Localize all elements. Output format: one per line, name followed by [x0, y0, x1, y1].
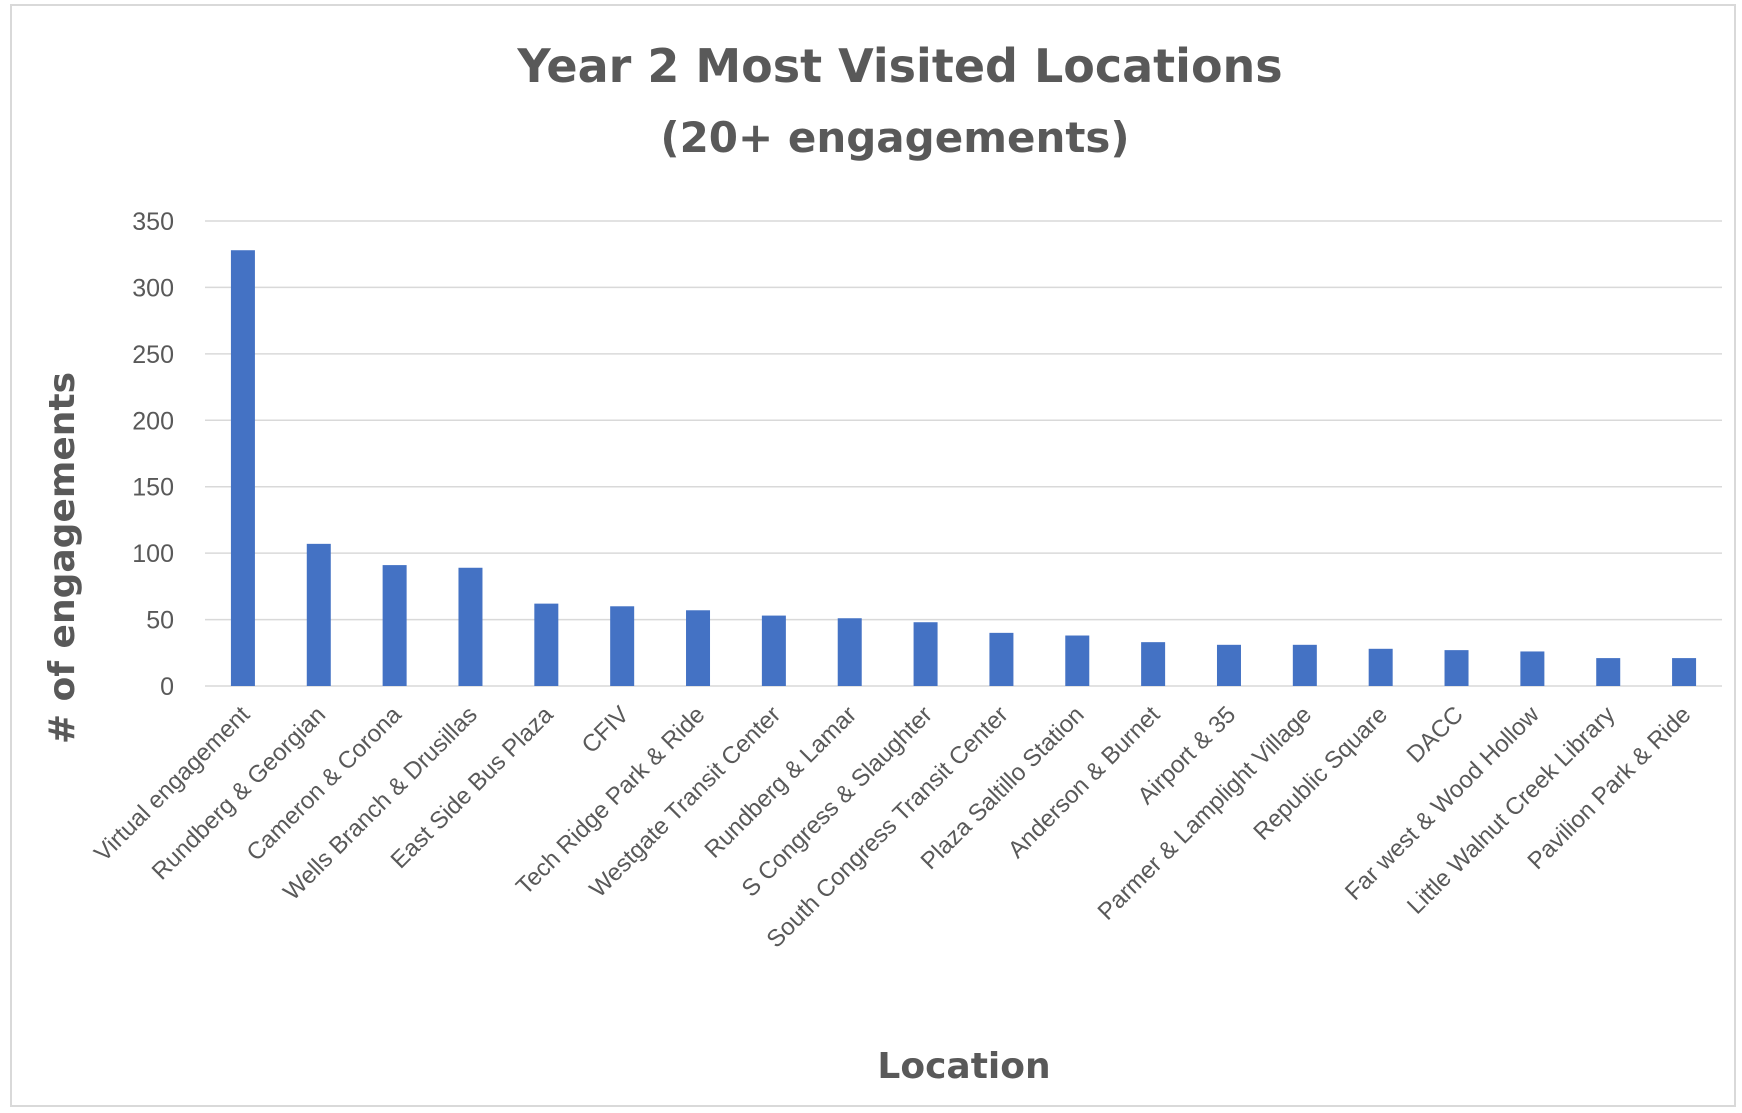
y-axis-ticks: 0 50 100 150 200 250 300 350	[132, 208, 174, 701]
bar	[1368, 648, 1393, 686]
bar	[837, 618, 862, 686]
y-tick-label: 350	[132, 208, 174, 236]
bars	[230, 250, 1697, 686]
bar	[1444, 650, 1469, 686]
bar	[1141, 642, 1166, 686]
bar	[1065, 635, 1090, 686]
bar	[761, 615, 786, 686]
gridlines	[205, 220, 1722, 687]
bar	[913, 622, 938, 686]
bar	[1596, 658, 1621, 686]
bar	[989, 632, 1014, 686]
x-axis-title: Location	[877, 1046, 1050, 1087]
bar	[306, 543, 331, 686]
y-tick-label: 150	[132, 474, 174, 502]
y-tick-label: 200	[132, 407, 174, 435]
x-category-label: CFIV	[577, 701, 635, 759]
y-tick-label: 100	[132, 540, 174, 568]
y-tick-label: 50	[146, 607, 174, 635]
chart-title: Year 2 Most Visited Locations	[516, 39, 1282, 93]
chart-frame	[10, 4, 1736, 1107]
bar	[1292, 644, 1317, 686]
y-tick-label: 250	[132, 341, 174, 369]
bar	[1216, 644, 1241, 686]
bar	[382, 565, 407, 686]
bar	[230, 250, 255, 686]
y-axis-title: # of engagements	[42, 372, 83, 744]
x-category-label: DACC	[1402, 701, 1469, 768]
bar	[534, 603, 559, 686]
y-tick-label: 300	[132, 274, 174, 302]
bar	[686, 610, 711, 686]
bar	[610, 606, 635, 686]
bar	[1520, 651, 1545, 686]
bar	[1672, 658, 1697, 686]
y-tick-label: 0	[160, 673, 174, 701]
bar	[458, 567, 483, 686]
chart-subtitle: (20+ engagements)	[660, 113, 1129, 162]
x-category-label: Republic Square	[1248, 701, 1393, 846]
